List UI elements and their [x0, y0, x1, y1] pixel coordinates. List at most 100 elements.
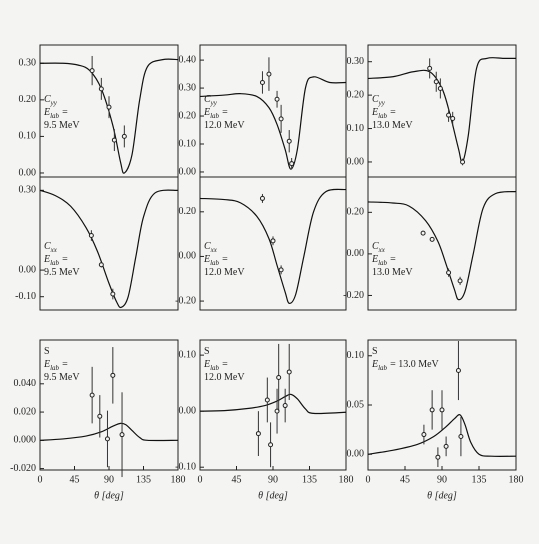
annotation-part: xx — [50, 246, 58, 254]
data-point — [457, 278, 463, 284]
annotation-part: lab — [210, 112, 219, 120]
theory-curve — [199, 393, 347, 415]
annotation-part: = — [222, 107, 228, 118]
annotation-part: = — [62, 107, 68, 118]
data-point — [88, 233, 94, 239]
y-tick-label: 0.20 — [179, 206, 197, 217]
x-tick-label: 45 — [232, 474, 242, 485]
annotation-part: C — [372, 241, 379, 252]
annotation-part: = — [222, 359, 228, 370]
annotation: 12.0 MeV — [204, 267, 245, 278]
annotation-part: = — [222, 254, 228, 265]
annotation-part: 13.0 MeV — [372, 267, 413, 278]
annotation-part: 9.5 MeV — [44, 267, 80, 278]
data-point — [98, 262, 104, 268]
annotation: Elab = 13.0 MeV — [371, 359, 440, 371]
x-tick-label: 90 — [268, 474, 278, 485]
annotation: Elab = — [371, 107, 396, 119]
data-point — [282, 403, 288, 409]
y-tick-label: 0.10 — [347, 350, 365, 361]
y-tick-label: 0.00 — [179, 405, 197, 416]
x-tick-label: 135 — [302, 474, 317, 485]
theory-curve — [367, 190, 517, 301]
y-tick-label: 0.00 — [347, 156, 365, 167]
plot-frame — [39, 176, 179, 311]
annotation-part: lab — [378, 259, 387, 267]
annotation: S — [44, 346, 50, 357]
x-tick-label: 135 — [472, 474, 487, 485]
annotation-part: E — [203, 359, 210, 370]
theory-curve — [367, 57, 516, 163]
annotation: Elab = — [203, 359, 228, 371]
y-tick-label: 0.020 — [14, 406, 37, 417]
data-point — [460, 159, 466, 165]
annotation-part: = 13.0 MeV — [390, 359, 439, 370]
annotation: S — [204, 346, 210, 357]
data-point — [104, 436, 110, 442]
annotation-part: lab — [50, 259, 59, 267]
annotation-part: lab — [50, 112, 59, 120]
y-tick-label: 0.00 — [347, 248, 365, 259]
data-point — [97, 413, 103, 419]
annotation: Cxx — [372, 241, 386, 253]
y-tick-label: -0.20 — [175, 295, 196, 306]
theory-curve — [199, 188, 347, 304]
x-tick-label: 135 — [136, 474, 151, 485]
y-tick-label: 0.05 — [347, 399, 365, 410]
y-tick-label: 0.10 — [19, 131, 37, 142]
data-point — [255, 431, 261, 437]
x-tick-label: 180 — [339, 474, 354, 485]
annotation-part: 12.0 MeV — [204, 120, 245, 131]
data-point — [286, 369, 292, 375]
x-tick-label: 180 — [509, 474, 524, 485]
x-tick-label: 0 — [198, 474, 203, 485]
y-tick-label: 0.10 — [179, 349, 197, 360]
annotation: Cyy — [44, 94, 58, 106]
data-point — [437, 85, 443, 91]
x-tick-label: 90 — [104, 474, 114, 485]
theory-curve — [39, 58, 179, 174]
annotation-part: lab — [50, 364, 59, 372]
annotation-part: 9.5 MeV — [44, 372, 80, 383]
y-tick-label: 0.20 — [347, 89, 365, 100]
annotation: Elab = — [371, 254, 396, 266]
y-tick-label: 0.000 — [14, 435, 37, 446]
annotation-part: S — [204, 346, 210, 357]
annotation: Elab = — [43, 359, 68, 371]
data-point — [106, 104, 112, 110]
y-tick-label: 0.10 — [179, 138, 197, 149]
annotation-part: = — [62, 359, 68, 370]
annotation-part: E — [43, 359, 50, 370]
y-tick-label: -0.20 — [343, 290, 364, 301]
annotation: 13.0 MeV — [372, 120, 413, 131]
annotation-part: E — [43, 254, 50, 265]
theory-curve — [199, 76, 347, 170]
annotation-part: E — [371, 359, 378, 370]
y-tick-label: 0.10 — [347, 123, 365, 134]
annotation-part: = — [62, 254, 68, 265]
data-point — [276, 375, 282, 381]
data-point — [110, 372, 116, 378]
y-tick-label: 0.040 — [14, 378, 37, 389]
x-tick-label: 0 — [38, 474, 43, 485]
annotation: 12.0 MeV — [204, 372, 245, 383]
x-axis-label: θ [deg] — [258, 490, 288, 501]
annotation-part: yy — [378, 99, 386, 107]
annotation: Cyy — [204, 94, 218, 106]
data-point — [446, 270, 452, 276]
annotation-part: 9.5 MeV — [44, 120, 80, 131]
data-point — [439, 407, 445, 413]
data-point — [427, 65, 433, 71]
x-tick-label: 45 — [70, 474, 80, 485]
data-point — [443, 443, 449, 449]
annotation-part: 13.0 MeV — [372, 120, 413, 131]
data-point — [89, 68, 95, 74]
annotation-part: 12.0 MeV — [204, 372, 245, 383]
y-tick-label: -0.10 — [15, 291, 36, 302]
annotation-part: C — [372, 94, 379, 105]
data-point — [264, 397, 270, 403]
theory-curve — [367, 414, 517, 457]
y-tick-label: 0.30 — [179, 82, 197, 93]
data-point — [420, 230, 426, 236]
annotation-part: E — [203, 254, 210, 265]
